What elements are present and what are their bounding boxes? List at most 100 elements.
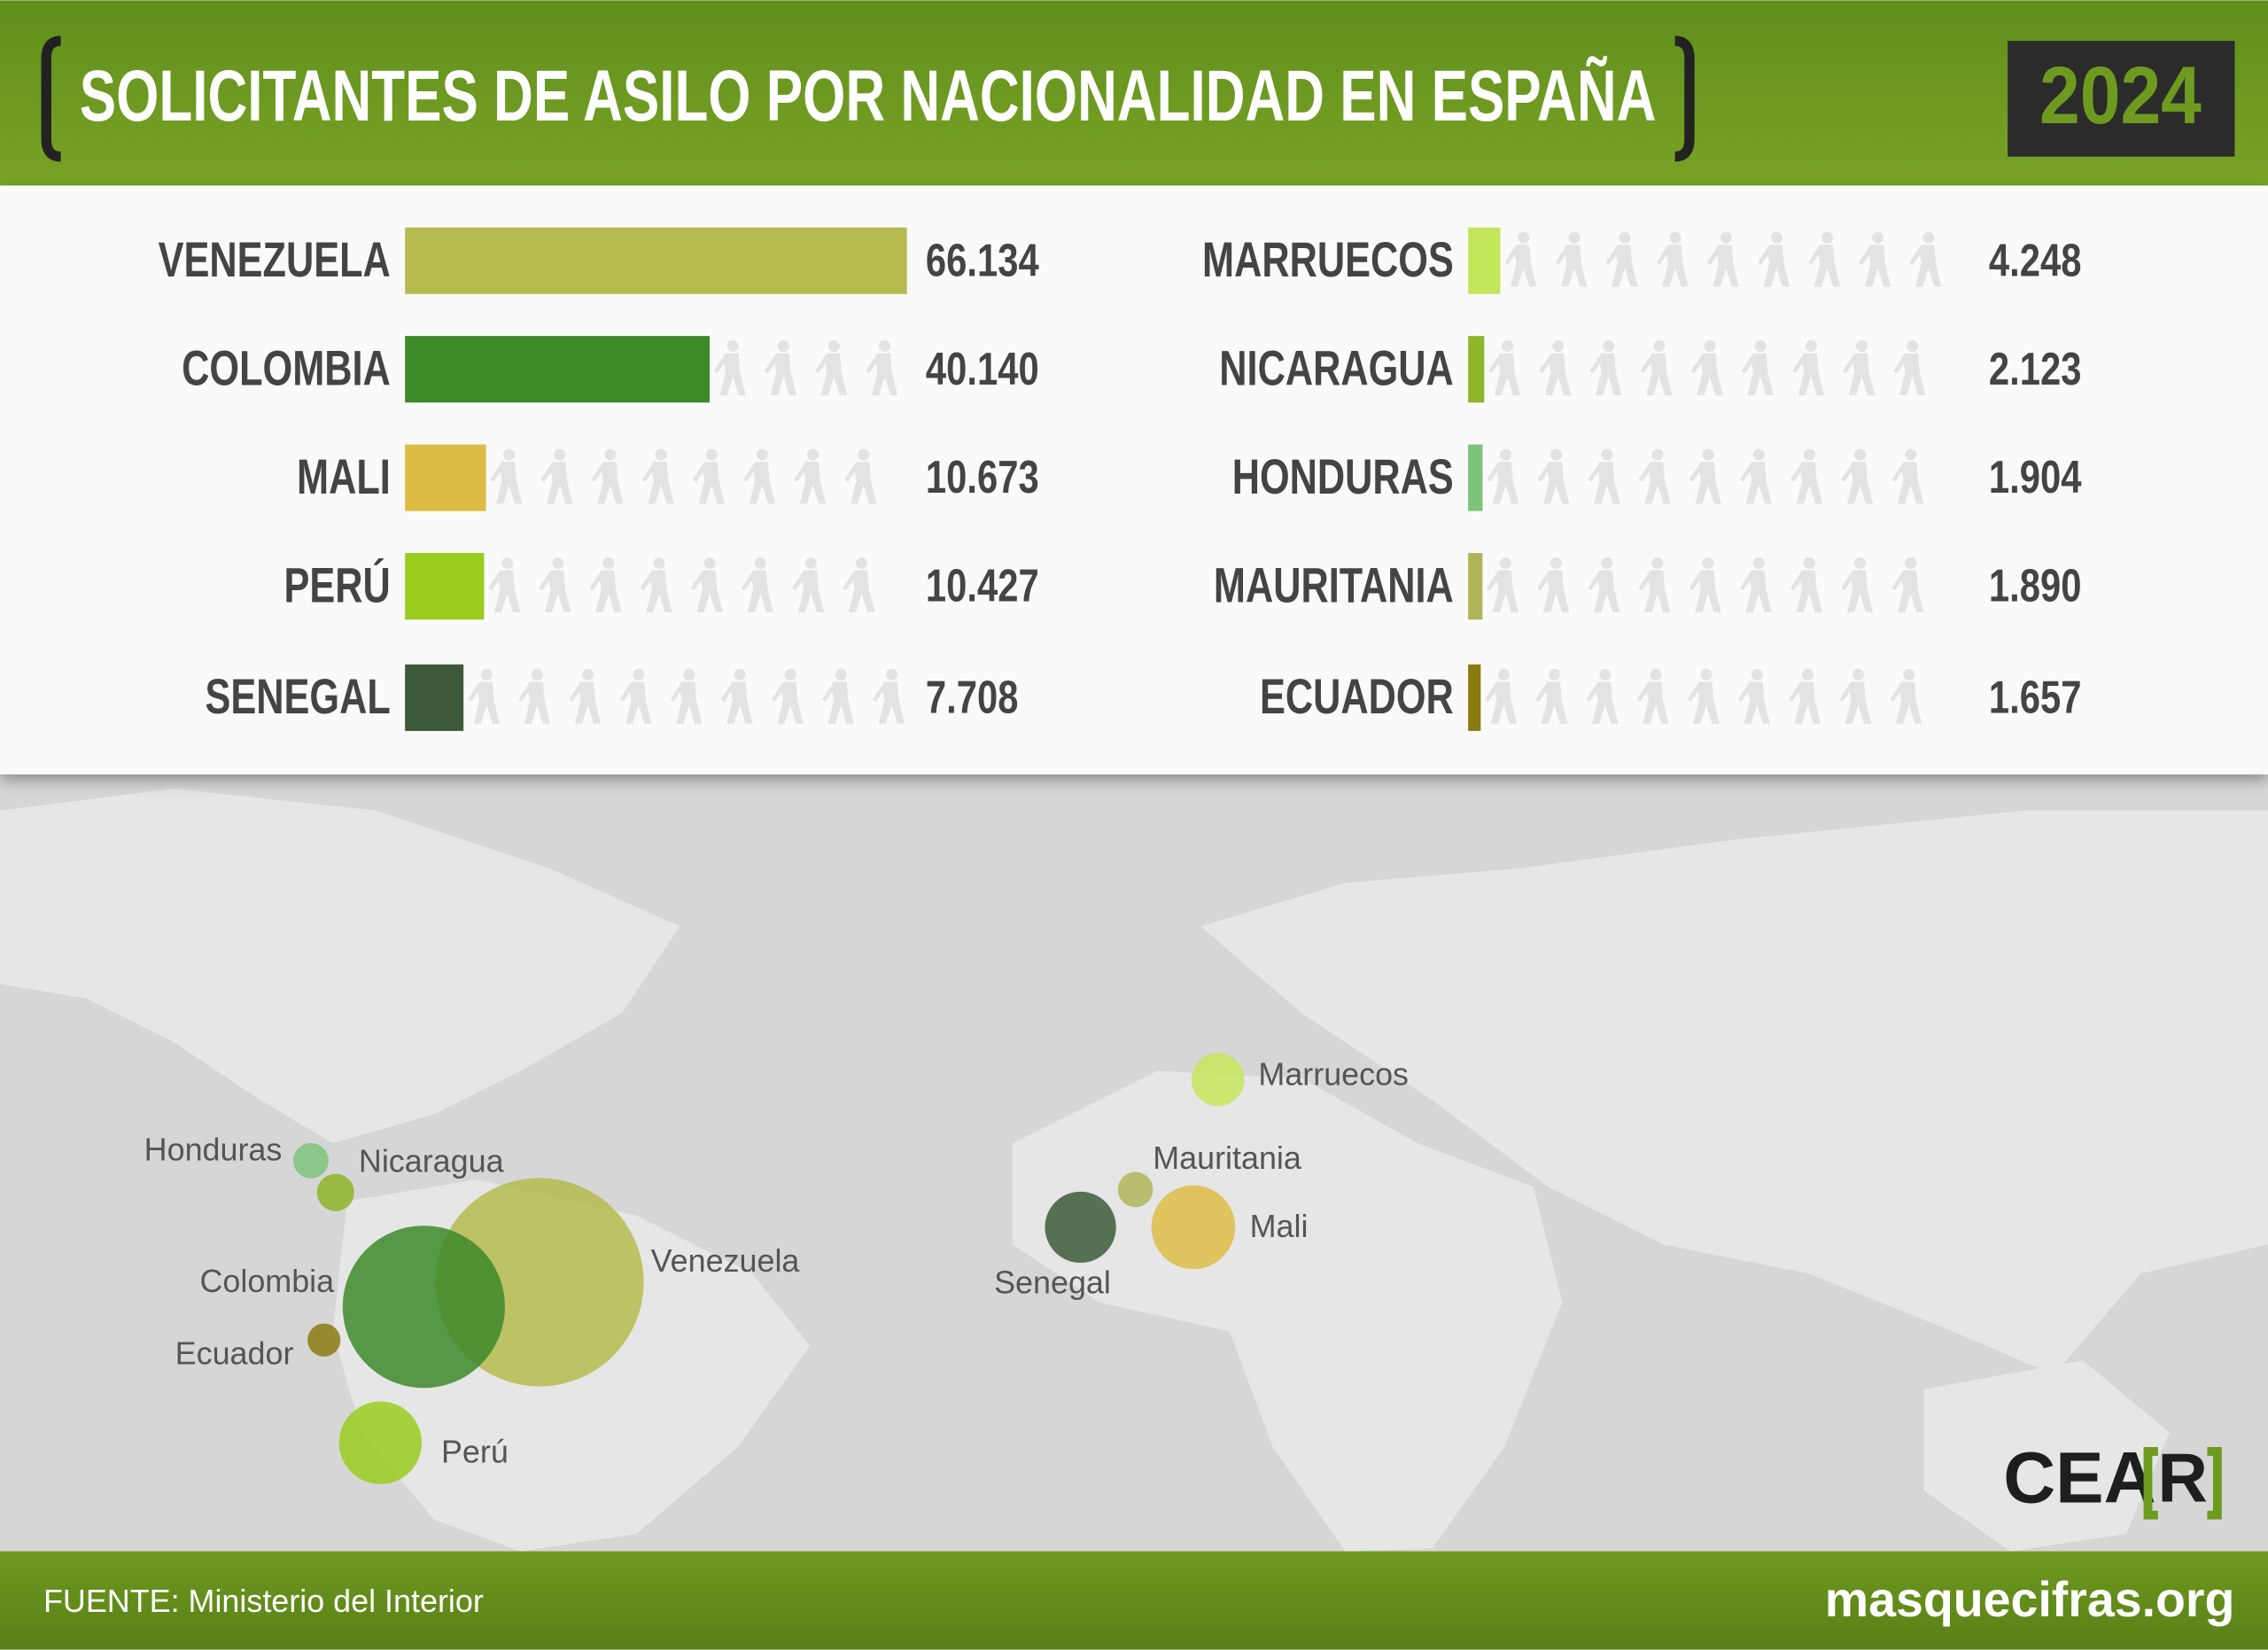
bubble: [1045, 1191, 1116, 1264]
walker-head: [1518, 231, 1530, 244]
walker-body: [1891, 570, 1924, 612]
walker-head: [683, 668, 695, 681]
walker-head: [1501, 340, 1513, 353]
walker-head: [1552, 340, 1565, 353]
walker-body: [1792, 353, 1825, 396]
walker-body: [589, 570, 622, 612]
walker-body: [815, 353, 848, 396]
walker-head: [531, 668, 543, 681]
walker-icon: [1689, 448, 1721, 504]
walker-body: [488, 570, 521, 612]
walker-body: [1487, 462, 1519, 504]
walker-icon: [1535, 668, 1568, 724]
walker-body: [690, 570, 723, 612]
walker-icon: [640, 556, 672, 612]
walker-head: [1821, 231, 1834, 244]
walker-icon: [1891, 556, 1924, 612]
walker-head: [1801, 668, 1814, 681]
walker-body: [720, 681, 753, 724]
walker-icon: [1586, 668, 1619, 724]
walker-icon: [619, 668, 652, 724]
walker-icon: [1555, 231, 1588, 287]
category-label: COLOMBIA: [182, 340, 391, 395]
walker-head: [1650, 668, 1662, 681]
walker-icon: [1636, 668, 1669, 724]
category-label: ECUADOR: [1260, 669, 1454, 724]
walker-icon: [844, 448, 877, 504]
walker-icon: [540, 448, 573, 504]
walker-head: [879, 340, 891, 353]
walker-body: [771, 681, 804, 724]
walker-body: [843, 570, 875, 612]
walker-head: [582, 668, 594, 681]
walker-head: [1754, 340, 1767, 353]
walker-body: [1707, 245, 1739, 287]
map-label: Senegal: [994, 1265, 1111, 1301]
walker-head: [754, 556, 766, 570]
walker-icon: [822, 668, 854, 724]
walker-head: [1702, 556, 1714, 570]
bubble: [293, 1142, 329, 1179]
walker-icon: [771, 668, 804, 724]
walker-icon: [1841, 448, 1874, 504]
walker-head: [835, 668, 847, 681]
walker-icon: [1487, 448, 1519, 504]
walker-head: [1872, 231, 1884, 244]
website: masquecifras.org: [1825, 1572, 2235, 1627]
category-label: VENEZUELA: [159, 232, 391, 287]
walker-body: [1909, 245, 1942, 287]
walker-head: [1549, 668, 1561, 681]
logo-bracket: [2207, 1447, 2222, 1520]
walker-head: [1905, 556, 1917, 570]
walker-body: [1535, 681, 1568, 724]
walker-body: [1890, 681, 1922, 724]
walker-head: [1803, 448, 1815, 461]
walker-body: [1638, 462, 1671, 504]
walker-icon: [1741, 340, 1774, 396]
walker-head: [655, 448, 667, 461]
walker-body: [844, 462, 877, 504]
walker-icon: [1638, 556, 1671, 612]
walker-head: [1720, 231, 1732, 244]
map-label: Perú: [441, 1434, 509, 1470]
walker-head: [1500, 448, 1512, 461]
category-label: NICARAGUA: [1219, 340, 1454, 395]
walker-icon: [690, 556, 723, 612]
walker-head: [480, 668, 493, 681]
map-label: Nicaragua: [359, 1143, 504, 1179]
walker-head: [784, 668, 796, 681]
walker-head: [1619, 231, 1631, 244]
walker-icon: [1758, 231, 1790, 287]
walker-icon: [1893, 340, 1926, 396]
map-label: Honduras: [144, 1131, 283, 1167]
title-bracket: [1674, 35, 1695, 162]
walker-body: [1689, 570, 1721, 612]
walker-icon: [1737, 668, 1770, 724]
value-label: 10.673: [926, 452, 1039, 504]
bar: [405, 336, 710, 403]
value-label: 1.657: [1989, 672, 2082, 724]
logo-bracket: [2143, 1447, 2158, 1520]
category-label: MARRUECOS: [1202, 232, 1454, 287]
walker-head: [633, 668, 645, 681]
walker-body: [693, 462, 725, 504]
walker-icon: [1588, 448, 1620, 504]
walker-body: [1790, 462, 1823, 504]
value-label: 1.904: [1989, 452, 2082, 504]
walker-icon: [1537, 556, 1570, 612]
walker-head: [1603, 340, 1615, 353]
walker-body: [1605, 245, 1638, 287]
title: SOLICITANTES DE ASILO POR NACIONALIDAD E…: [80, 56, 1657, 136]
map-label: Mauritania: [1153, 1140, 1301, 1176]
walker-head: [856, 556, 868, 570]
walker-icon: [518, 668, 551, 724]
walker-head: [1752, 448, 1765, 461]
walker-body: [468, 681, 500, 724]
category-label: PERÚ: [284, 557, 391, 612]
walker-head: [1770, 231, 1783, 244]
value-label: 4.248: [1989, 235, 2082, 287]
bar: [405, 444, 486, 511]
walker-icon: [1485, 668, 1518, 724]
walker-body: [742, 570, 773, 612]
